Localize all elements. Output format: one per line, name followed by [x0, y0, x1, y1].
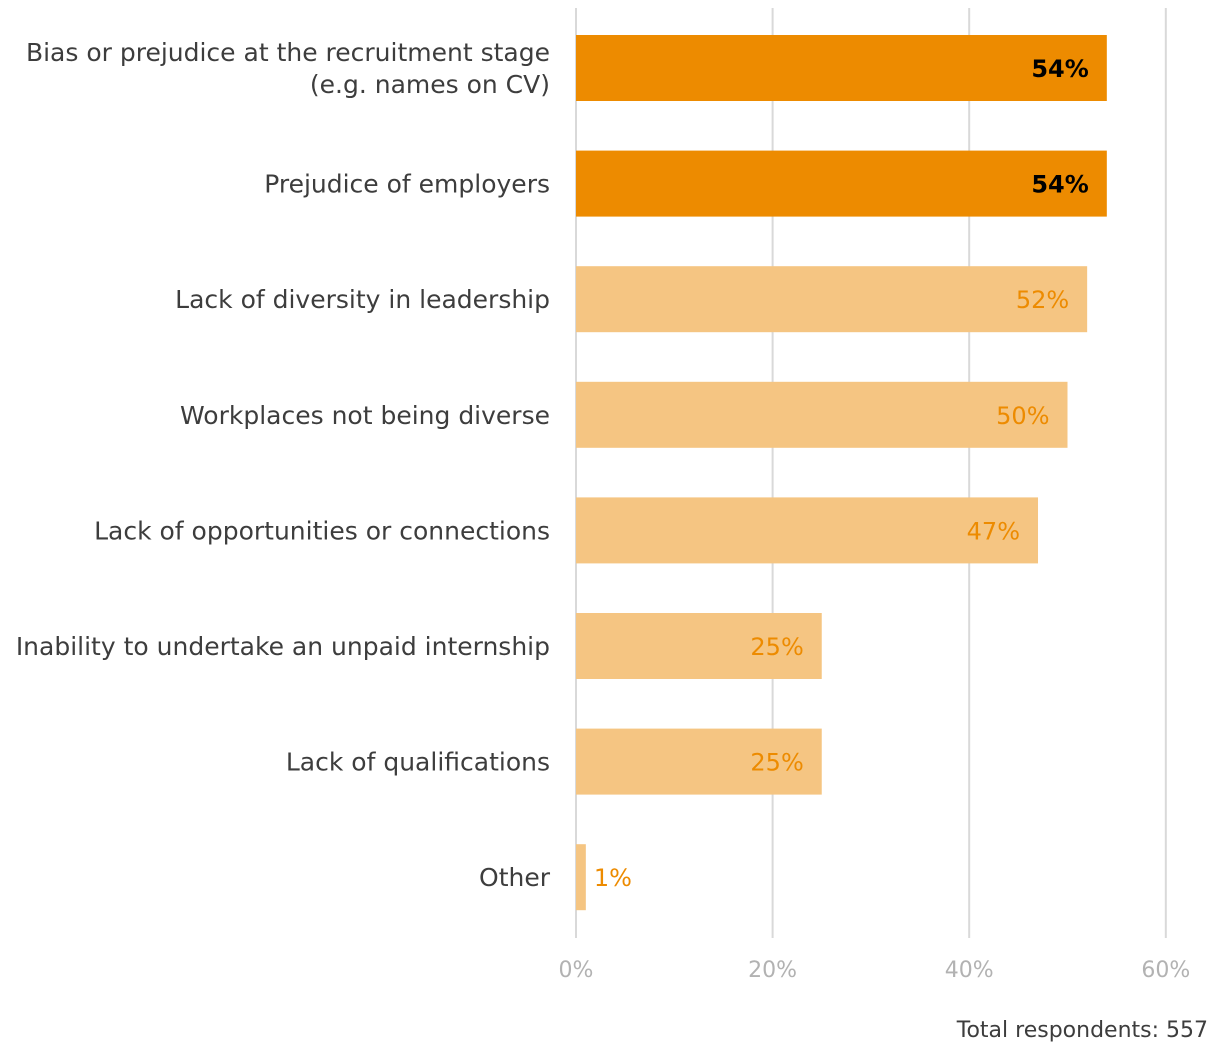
value-label: 50% — [996, 402, 1049, 430]
bar — [576, 497, 1039, 564]
x-tick-label: 0% — [559, 958, 594, 983]
bar — [576, 150, 1107, 217]
total-respondents-note: Total respondents: 557 — [956, 1018, 1208, 1042]
category-label: Workplaces not being diverse — [180, 401, 550, 430]
category-label: Inability to undertake an unpaid interns… — [16, 632, 550, 661]
x-tick-label: 60% — [1141, 958, 1190, 983]
bar — [576, 844, 586, 911]
bar — [576, 35, 1107, 101]
value-label: 25% — [750, 749, 803, 777]
gridlines — [575, 8, 1167, 938]
value-label: 54% — [1031, 55, 1088, 83]
x-tick-label: 40% — [945, 958, 994, 983]
category-label: Lack of qualifications — [286, 748, 550, 777]
category-labels: Bias or prejudice at the recruitment sta… — [16, 38, 551, 892]
bar — [576, 381, 1068, 448]
value-label: 25% — [750, 633, 803, 661]
x-axis-ticks: 0% 20% 40% 60% — [559, 958, 1191, 983]
category-label: Lack of diversity in leadership — [175, 285, 550, 314]
value-label: 54% — [1031, 171, 1088, 199]
category-label: Prejudice of employers — [264, 170, 550, 199]
bars: 54% 54% 52% 50% 47% 25% 25% 1% — [576, 35, 1107, 911]
value-label: 1% — [594, 864, 632, 892]
x-tick-label: 20% — [748, 958, 797, 983]
bar — [576, 613, 822, 679]
bar — [576, 728, 822, 795]
value-label: 52% — [1016, 286, 1069, 314]
category-label: Lack of opportunities or connections — [94, 516, 550, 545]
category-label: Bias or prejudice at the recruitment sta… — [26, 38, 550, 99]
category-label: Other — [479, 863, 551, 892]
bar — [576, 266, 1088, 333]
value-label: 47% — [967, 517, 1020, 545]
